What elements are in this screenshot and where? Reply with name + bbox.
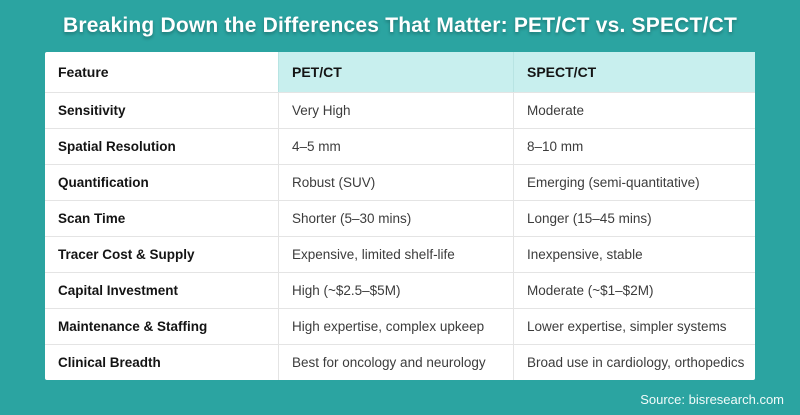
- table-row: Sensitivity Very High Moderate: [45, 92, 755, 128]
- column-header-feature: Feature: [58, 64, 109, 80]
- feature-cell: Scan Time: [58, 211, 126, 226]
- table-row: Quantification Robust (SUV) Emerging (se…: [45, 164, 755, 200]
- spectct-cell: Broad use in cardiology, orthopedics: [513, 345, 755, 380]
- spectct-cell: Emerging (semi-quantitative): [513, 165, 755, 200]
- petct-cell: Very High: [278, 93, 513, 128]
- source-credit: Source: bisresearch.com: [640, 392, 784, 407]
- petct-cell: Expensive, limited shelf-life: [278, 237, 513, 272]
- spectct-cell: Moderate: [513, 93, 755, 128]
- feature-cell: Sensitivity: [58, 103, 126, 118]
- table-row: Clinical Breadth Best for oncology and n…: [45, 344, 755, 380]
- feature-cell: Maintenance & Staffing: [58, 319, 208, 334]
- comparison-table: Feature PET/CT SPECT/CT Sensitivity Very…: [45, 52, 755, 380]
- table-row: Maintenance & Staffing High expertise, c…: [45, 308, 755, 344]
- spectct-cell: 8–10 mm: [513, 129, 755, 164]
- column-header-spectct: SPECT/CT: [513, 52, 755, 92]
- table-row: Spatial Resolution 4–5 mm 8–10 mm: [45, 128, 755, 164]
- table-header-row: Feature PET/CT SPECT/CT: [45, 52, 755, 92]
- feature-cell: Capital Investment: [58, 283, 179, 298]
- table-row: Scan Time Shorter (5–30 mins) Longer (15…: [45, 200, 755, 236]
- spectct-cell: Moderate (~$1–$2M): [513, 273, 755, 308]
- petct-cell: Shorter (5–30 mins): [278, 201, 513, 236]
- petct-cell: Robust (SUV): [278, 165, 513, 200]
- feature-cell: Quantification: [58, 175, 149, 190]
- spectct-cell: Longer (15–45 mins): [513, 201, 755, 236]
- petct-cell: 4–5 mm: [278, 129, 513, 164]
- spectct-cell: Inexpensive, stable: [513, 237, 755, 272]
- table-row: Tracer Cost & Supply Expensive, limited …: [45, 236, 755, 272]
- petct-cell: High expertise, complex upkeep: [278, 309, 513, 344]
- table-row: Capital Investment High (~$2.5–$5M) Mode…: [45, 272, 755, 308]
- feature-cell: Tracer Cost & Supply: [58, 247, 195, 262]
- page-title: Breaking Down the Differences That Matte…: [62, 14, 737, 37]
- column-header-petct: PET/CT: [278, 52, 513, 92]
- feature-cell: Clinical Breadth: [58, 355, 161, 370]
- petct-cell: High (~$2.5–$5M): [278, 273, 513, 308]
- spectct-cell: Lower expertise, simpler systems: [513, 309, 755, 344]
- feature-cell: Spatial Resolution: [58, 139, 176, 154]
- petct-cell: Best for oncology and neurology: [278, 345, 513, 380]
